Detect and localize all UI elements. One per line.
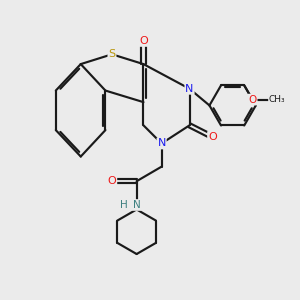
Text: O: O bbox=[208, 132, 217, 142]
Text: N: N bbox=[185, 84, 194, 94]
Text: H: H bbox=[120, 200, 128, 210]
Text: S: S bbox=[108, 49, 116, 59]
Text: N: N bbox=[158, 139, 166, 148]
Text: N: N bbox=[133, 200, 140, 210]
Text: CH₃: CH₃ bbox=[269, 95, 286, 104]
Text: O: O bbox=[248, 94, 257, 105]
Text: O: O bbox=[139, 36, 148, 46]
Text: O: O bbox=[108, 176, 116, 186]
